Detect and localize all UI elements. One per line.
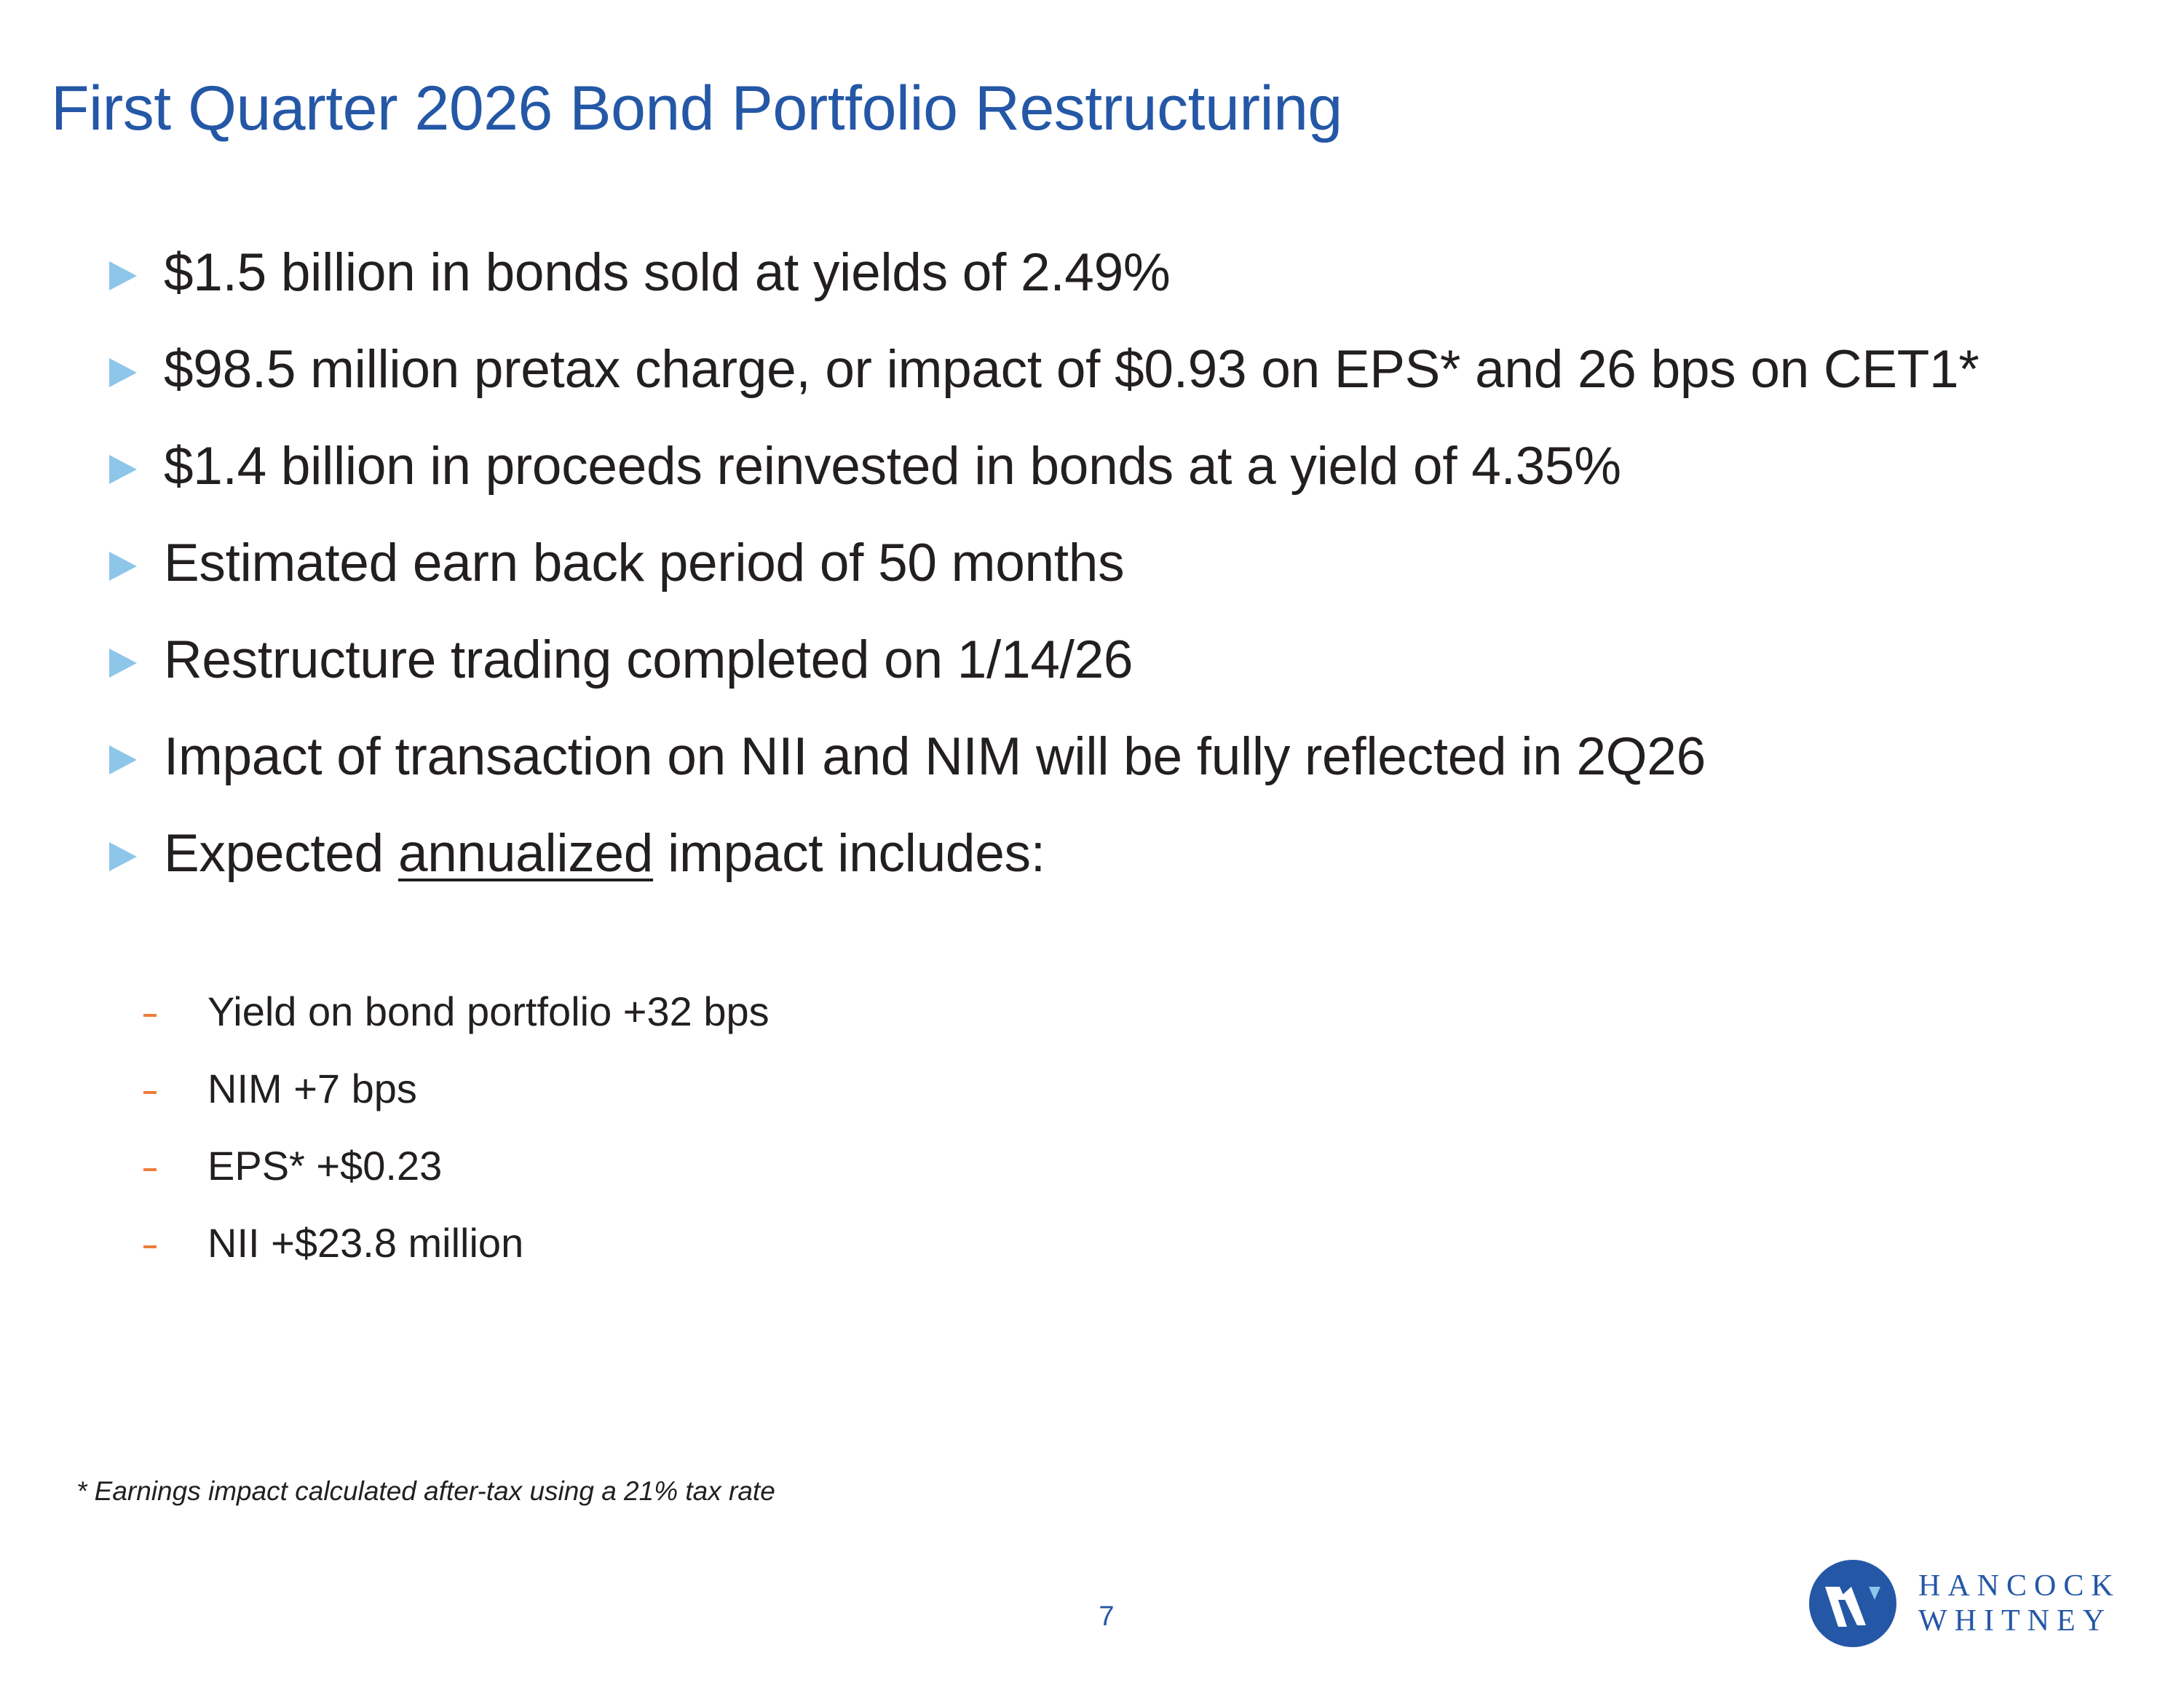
bullet-list: $1.5 billion in bonds sold at yields of … — [109, 237, 2075, 914]
sub-bullet-item: EPS* +$0.23 — [142, 1141, 769, 1218]
dash-bullet-icon — [143, 1168, 157, 1171]
bullet-text: Estimated earn back period of 50 months — [164, 534, 1125, 592]
company-logo: HANCOCK WHITNEY — [1809, 1560, 2121, 1647]
sub-bullet-item: Yield on bond portfolio +32 bps — [142, 986, 769, 1063]
sub-bullet-item: NIM +7 bps — [142, 1063, 769, 1141]
footnote: * Earnings impact calculated after-tax u… — [76, 1476, 775, 1506]
bullet-item: Expected annualized impact includes: — [109, 817, 2075, 890]
sub-bullet-item: NII +$23.8 million — [142, 1218, 769, 1295]
bullet-item: $1.4 billion in proceeds reinvested in b… — [109, 430, 2075, 503]
triangle-bullet-icon — [109, 649, 137, 678]
bullet-text: $98.5 million pretax charge, or impact o… — [164, 340, 1979, 399]
dash-bullet-icon — [143, 1014, 157, 1017]
bullet-text-prefix: Expected — [164, 824, 398, 883]
triangle-bullet-icon — [109, 745, 137, 774]
bullet-text: $1.5 billion in bonds sold at yields of … — [164, 243, 1171, 302]
bullet-text: Impact of transaction on NII and NIM wil… — [164, 727, 1706, 786]
logo-line-1: HANCOCK — [1918, 1569, 2121, 1603]
bullet-item: Restructure trading completed on 1/14/26 — [109, 624, 2075, 697]
sub-bullet-text: NII +$23.8 million — [207, 1220, 524, 1266]
dash-bullet-icon — [143, 1245, 157, 1248]
triangle-bullet-icon — [109, 455, 137, 484]
sub-bullet-text: Yield on bond portfolio +32 bps — [207, 988, 769, 1034]
triangle-bullet-icon — [109, 358, 137, 387]
dash-bullet-icon — [143, 1091, 157, 1094]
triangle-bullet-icon — [109, 552, 137, 581]
hw-monogram-icon — [1809, 1560, 1896, 1647]
bullet-item: Impact of transaction on NII and NIM wil… — [109, 721, 2075, 793]
bullet-text-suffix: impact includes: — [653, 824, 1045, 883]
bullet-text-underlined: annualized — [397, 824, 654, 883]
slide-title: First Quarter 2026 Bond Portfolio Restru… — [51, 74, 1342, 143]
bullet-item: $1.5 billion in bonds sold at yields of … — [109, 237, 2075, 309]
bullet-text: $1.4 billion in proceeds reinvested in b… — [164, 437, 1621, 496]
bullet-item: Estimated earn back period of 50 months — [109, 527, 2075, 600]
triangle-bullet-icon — [109, 842, 137, 871]
logo-wordmark: HANCOCK WHITNEY — [1918, 1569, 2121, 1638]
logo-line-2: WHITNEY — [1918, 1604, 2112, 1638]
sub-bullet-list: Yield on bond portfolio +32 bps NIM +7 b… — [142, 986, 769, 1295]
bullet-item: $98.5 million pretax charge, or impact o… — [109, 333, 2075, 406]
page-number: 7 — [1099, 1601, 1115, 1632]
sub-bullet-text: EPS* +$0.23 — [207, 1143, 443, 1189]
sub-bullet-text: NIM +7 bps — [207, 1066, 417, 1111]
triangle-bullet-icon — [109, 261, 137, 290]
bullet-text: Restructure trading completed on 1/14/26 — [164, 630, 1133, 689]
